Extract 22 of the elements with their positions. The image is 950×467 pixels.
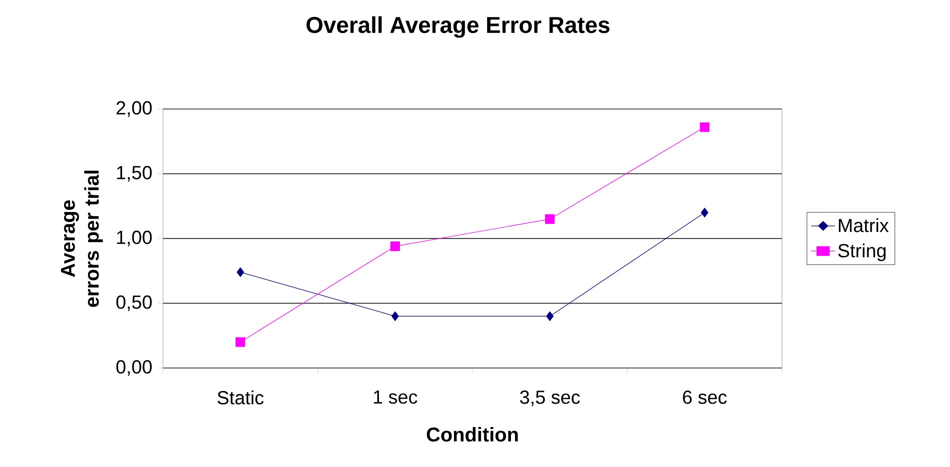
point — [545, 214, 555, 224]
legend-label: String — [838, 243, 886, 262]
y-tick-label: 1,00 — [117, 230, 152, 246]
point — [236, 337, 246, 347]
x-tick-label: 6 sec — [682, 390, 727, 404]
y-tick-label: 2,00 — [116, 101, 152, 117]
y-axis-title: Average errors per trial — [61, 170, 103, 307]
point — [390, 241, 400, 252]
point — [546, 311, 554, 321]
x-tick-label: Static — [218, 390, 264, 404]
legend-label: Matrix — [838, 218, 889, 232]
y-tick-label: 1,50 — [117, 166, 152, 182]
point — [236, 267, 244, 277]
chart-title: Overall Average Error Rates — [306, 16, 610, 38]
point — [700, 122, 710, 132]
point — [700, 208, 708, 218]
y-tick-label: 0,50 — [116, 295, 152, 312]
x-tick-label: 3,5 sec — [520, 390, 580, 406]
x-tick-label: 1 sec — [374, 390, 418, 404]
point — [391, 311, 399, 321]
x-axis-title: Condition — [426, 427, 518, 442]
y-tick-label: 0,00 — [116, 360, 152, 376]
